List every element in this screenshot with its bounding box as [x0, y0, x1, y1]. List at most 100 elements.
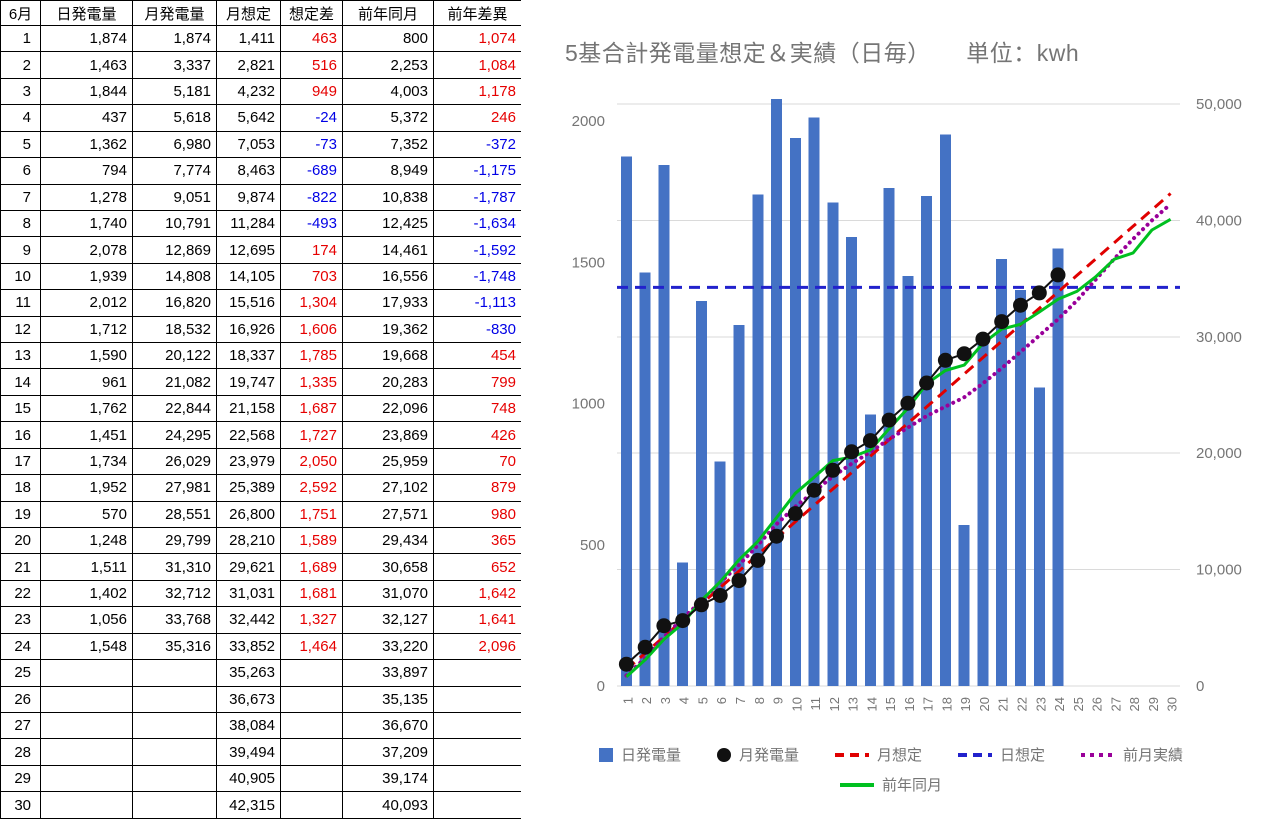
column-header-forecast-diff[interactable]: 想定差: [280, 0, 343, 26]
cell-day[interactable]: 6: [0, 157, 41, 185]
cell-forecast-diff[interactable]: -689: [280, 157, 343, 185]
cell-monthly-gen[interactable]: 24,295: [132, 421, 217, 449]
cell-prev-year-diff[interactable]: 2,096: [433, 632, 522, 661]
cell-prev-year-diff[interactable]: 70: [433, 447, 522, 476]
cell-monthly-gen[interactable]: 22,844: [132, 394, 217, 423]
cell-forecast-diff[interactable]: 1,606: [280, 315, 343, 344]
cell-monthly-forecast[interactable]: 29,621: [216, 553, 281, 581]
cell-prev-year-month[interactable]: 19,362: [342, 315, 434, 344]
cell-daily-gen[interactable]: [40, 764, 133, 793]
cell-monthly-gen[interactable]: 27,981: [132, 474, 217, 502]
chart-object[interactable]: 5基合計発電量想定＆実績（日毎） 単位：kwh 0 500 1000 1500 2000…: [521, 0, 1279, 819]
cell-monthly-forecast[interactable]: 23,979: [216, 447, 281, 476]
cell-prev-year-diff[interactable]: 454: [433, 342, 522, 370]
cell-prev-year-diff[interactable]: -830: [433, 315, 522, 344]
cell-prev-year-month[interactable]: 7,352: [342, 130, 434, 159]
cell-forecast-diff[interactable]: 463: [280, 24, 343, 53]
cell-monthly-gen[interactable]: 20,122: [132, 342, 217, 370]
cell-forecast-diff[interactable]: 1,589: [280, 527, 343, 555]
cell-prev-year-month[interactable]: 37,209: [342, 738, 434, 766]
cell-day[interactable]: 24: [0, 632, 41, 661]
cell-day[interactable]: 5: [0, 130, 41, 159]
cell-prev-year-diff[interactable]: 1,084: [433, 51, 522, 79]
cell-prev-year-month[interactable]: 27,571: [342, 500, 434, 529]
cell-monthly-forecast[interactable]: 8,463: [216, 157, 281, 185]
cell-day[interactable]: 29: [0, 764, 41, 793]
cell-monthly-gen[interactable]: 33,768: [132, 606, 217, 634]
cell-monthly-forecast[interactable]: 39,494: [216, 738, 281, 766]
cell-forecast-diff[interactable]: 1,681: [280, 579, 343, 608]
cell-forecast-diff[interactable]: 516: [280, 51, 343, 79]
cell-prev-year-month[interactable]: 20,283: [342, 368, 434, 396]
cell-monthly-forecast[interactable]: 5,642: [216, 104, 281, 132]
cell-prev-year-diff[interactable]: 980: [433, 500, 522, 529]
cell-prev-year-diff[interactable]: -1,634: [433, 209, 522, 238]
cell-daily-gen[interactable]: 1,362: [40, 130, 133, 159]
cell-forecast-diff[interactable]: 2,050: [280, 447, 343, 476]
cell-day[interactable]: 22: [0, 579, 41, 608]
cell-daily-gen[interactable]: 2,078: [40, 236, 133, 264]
cell-prev-year-diff[interactable]: 879: [433, 474, 522, 502]
cell-day[interactable]: 30: [0, 791, 41, 819]
cell-daily-gen[interactable]: [40, 711, 133, 740]
cell-day[interactable]: 3: [0, 77, 41, 106]
cell-daily-gen[interactable]: 570: [40, 500, 133, 529]
cell-day[interactable]: 8: [0, 209, 41, 238]
cell-daily-gen[interactable]: 1,248: [40, 527, 133, 555]
cell-daily-gen[interactable]: 1,402: [40, 579, 133, 608]
cell-prev-year-month[interactable]: 40,093: [342, 791, 434, 819]
cell-monthly-gen[interactable]: [132, 659, 217, 687]
cell-monthly-gen[interactable]: [132, 711, 217, 740]
cell-monthly-forecast[interactable]: 18,337: [216, 342, 281, 370]
cell-day[interactable]: 10: [0, 262, 41, 291]
cell-prev-year-diff[interactable]: 799: [433, 368, 522, 396]
cell-prev-year-diff[interactable]: -1,592: [433, 236, 522, 264]
cell-daily-gen[interactable]: 1,762: [40, 394, 133, 423]
cell-monthly-gen[interactable]: 3,337: [132, 51, 217, 79]
cell-daily-gen[interactable]: 1,463: [40, 51, 133, 79]
cell-daily-gen[interactable]: 1,734: [40, 447, 133, 476]
cell-day[interactable]: 26: [0, 685, 41, 713]
cell-prev-year-diff[interactable]: -1,787: [433, 183, 522, 211]
cell-prev-year-month[interactable]: 4,003: [342, 77, 434, 106]
cell-prev-year-diff[interactable]: -1,175: [433, 157, 522, 185]
cell-prev-year-month[interactable]: 19,668: [342, 342, 434, 370]
cell-prev-year-diff[interactable]: 652: [433, 553, 522, 581]
cell-forecast-diff[interactable]: [280, 738, 343, 766]
cell-daily-gen[interactable]: 1,511: [40, 553, 133, 581]
cell-prev-year-month[interactable]: 2,253: [342, 51, 434, 79]
column-header-prev-year-month[interactable]: 前年同月: [342, 0, 434, 26]
cell-forecast-diff[interactable]: 703: [280, 262, 343, 291]
cell-daily-gen[interactable]: 1,712: [40, 315, 133, 344]
cell-prev-year-month[interactable]: 36,670: [342, 711, 434, 740]
cell-prev-year-diff[interactable]: [433, 764, 522, 793]
cell-prev-year-month[interactable]: 14,461: [342, 236, 434, 264]
cell-day[interactable]: 25: [0, 659, 41, 687]
cell-monthly-gen[interactable]: 14,808: [132, 262, 217, 291]
cell-day[interactable]: 15: [0, 394, 41, 423]
cell-monthly-forecast[interactable]: 21,158: [216, 394, 281, 423]
cell-prev-year-diff[interactable]: 365: [433, 527, 522, 555]
cell-prev-year-month[interactable]: 22,096: [342, 394, 434, 423]
cell-day[interactable]: 16: [0, 421, 41, 449]
cell-monthly-forecast[interactable]: 26,800: [216, 500, 281, 529]
cell-prev-year-month[interactable]: 25,959: [342, 447, 434, 476]
cell-day[interactable]: 18: [0, 474, 41, 502]
cell-monthly-forecast[interactable]: 28,210: [216, 527, 281, 555]
cell-day[interactable]: 28: [0, 738, 41, 766]
cell-monthly-gen[interactable]: 18,532: [132, 315, 217, 344]
cell-day[interactable]: 13: [0, 342, 41, 370]
cell-prev-year-month[interactable]: 31,070: [342, 579, 434, 608]
cell-monthly-forecast[interactable]: 16,926: [216, 315, 281, 344]
cell-prev-year-diff[interactable]: [433, 685, 522, 713]
cell-prev-year-month[interactable]: 10,838: [342, 183, 434, 211]
cell-forecast-diff[interactable]: 1,727: [280, 421, 343, 449]
cell-monthly-forecast[interactable]: 33,852: [216, 632, 281, 661]
cell-monthly-gen[interactable]: 35,316: [132, 632, 217, 661]
cell-monthly-forecast[interactable]: 12,695: [216, 236, 281, 264]
cell-monthly-forecast[interactable]: 31,031: [216, 579, 281, 608]
cell-daily-gen[interactable]: 961: [40, 368, 133, 396]
cell-forecast-diff[interactable]: 2,592: [280, 474, 343, 502]
cell-day[interactable]: 27: [0, 711, 41, 740]
cell-daily-gen[interactable]: [40, 659, 133, 687]
